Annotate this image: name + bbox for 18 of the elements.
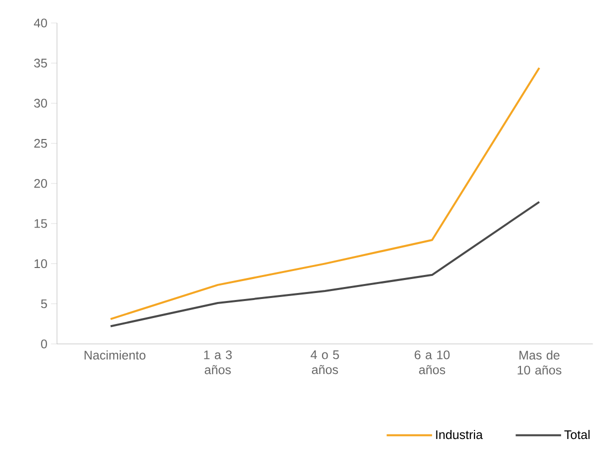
y-tick-label: 35 (34, 58, 47, 68)
x-tick-label: 4 o 5 años (310, 350, 339, 374)
legend-label: Total (564, 430, 590, 440)
y-tick-label: 30 (34, 98, 47, 108)
y-tick-label: 0 (41, 339, 48, 348)
y-tick-label: 15 (34, 219, 47, 228)
legend-label: Industria (436, 430, 483, 440)
x-tick-label: Mas de 10 años (518, 350, 562, 374)
x-tick-label: 6 a 10 años (414, 350, 450, 374)
y-tick-label: 25 (34, 138, 47, 148)
y-tick-label: 5 (41, 299, 47, 308)
y-tick-label: 40 (34, 18, 47, 28)
y-tick-label: 10 (34, 259, 47, 268)
y-tick-label: 20 (34, 179, 47, 188)
x-tick-label: 1 a 3 años (204, 350, 232, 374)
line-series (110, 200, 540, 328)
line-series (110, 66, 540, 320)
x-tick-label: Nacimiento (84, 350, 146, 360)
